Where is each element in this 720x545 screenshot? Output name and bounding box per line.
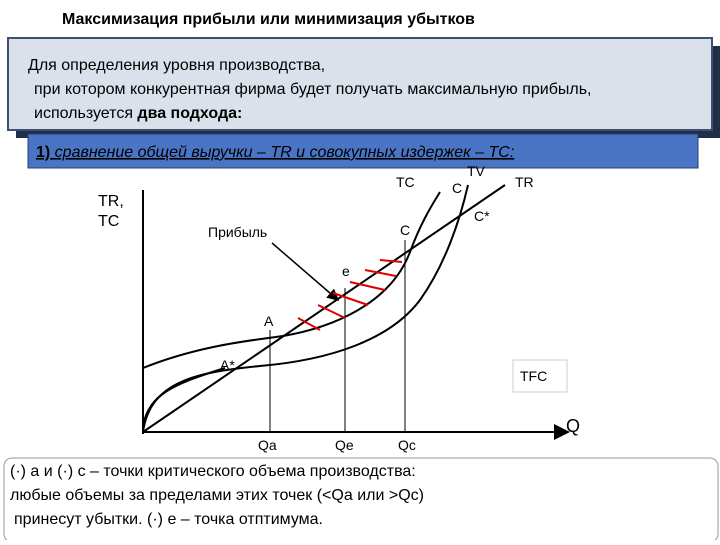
x-label: Q: [566, 416, 580, 436]
tc-label: TC: [396, 174, 415, 190]
drop-lines: [269, 240, 406, 432]
tc-curve: [142, 191, 441, 369]
tv-curve: [142, 184, 469, 433]
tr-label: TR: [515, 174, 534, 190]
intro-line: Для определения уровня производства,: [28, 57, 325, 74]
labels: TR, TC Q TC TV C TR C* C Прибыль e A A* …: [98, 163, 580, 453]
a-star-label: A*: [220, 357, 235, 373]
note-line: любые объемы за пределами этих точек (<Q…: [10, 487, 424, 504]
tfc-box: [512, 359, 568, 393]
method: 1) сравнение общей выручки – TR и совоку…: [36, 144, 514, 161]
c-point-label: C: [400, 222, 410, 238]
y-label: TC: [98, 213, 119, 230]
c-label: C: [452, 180, 462, 196]
tv-label: TV: [467, 163, 486, 179]
method-num: 1): [36, 144, 50, 161]
tfc-label: TFC: [520, 368, 547, 384]
method-box: [27, 133, 699, 169]
tv-start: [142, 367, 226, 426]
intro-text: используется: [34, 105, 137, 122]
profit-label: Прибыль: [208, 224, 267, 240]
profit-arrow: [271, 242, 340, 301]
qc-label: Qc: [398, 437, 416, 453]
a-label: A: [264, 313, 274, 329]
e-label: e: [342, 263, 350, 279]
profit-hatch: [297, 259, 403, 331]
intro-line: используется два подхода:: [34, 105, 242, 122]
title: Максимизация прибыли или минимизация убы…: [62, 11, 475, 28]
intro-line: при котором конкурентная фирма будет пол…: [34, 81, 591, 98]
method-text: сравнение общей выручки – TR и совокупны…: [50, 144, 514, 161]
qa-label: Qa: [258, 437, 277, 453]
note-line: (·) а и (·) с – точки критического объем…: [10, 463, 416, 480]
qe-label: Qe: [335, 437, 354, 453]
y-label: TR,: [98, 193, 124, 210]
intro-box: [7, 37, 713, 131]
note-line: принесут убытки. (·) е – точка отптимума…: [14, 511, 323, 528]
c-star-label: C*: [474, 208, 490, 224]
intro-bold: два подхода:: [137, 105, 242, 122]
diagram: [142, 184, 570, 440]
